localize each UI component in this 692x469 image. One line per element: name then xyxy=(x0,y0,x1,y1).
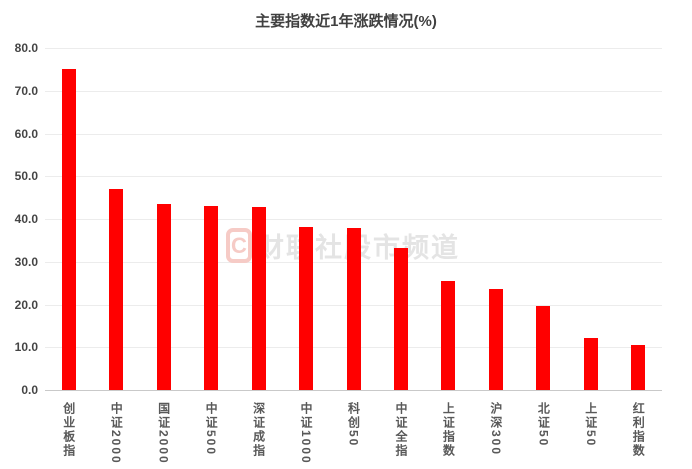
x-axis-tick-label: 深证成指 xyxy=(251,402,266,458)
x-axis-tick-label: 沪深300 xyxy=(488,402,503,457)
gridline xyxy=(45,176,662,178)
y-axis-tick-label: 40.0 xyxy=(14,212,38,226)
x-axis-tick-label: 中证500 xyxy=(204,402,219,457)
x-axis-tick-label: 北证50 xyxy=(536,402,551,448)
x-axis-tick-label: 中证2000 xyxy=(109,402,124,465)
bar xyxy=(109,189,124,390)
bar xyxy=(393,248,408,390)
x-axis-tick-label: 红利指数 xyxy=(631,402,646,458)
bar xyxy=(61,69,76,390)
gridline xyxy=(45,219,662,220)
x-axis-tick-label: 上证50 xyxy=(583,402,598,448)
bar xyxy=(204,206,219,390)
bar xyxy=(441,281,456,390)
x-axis-tick-label: 中证全指 xyxy=(393,402,408,458)
y-axis-tick-label: 80.0 xyxy=(14,41,38,55)
y-axis-tick-label: 20.0 xyxy=(14,297,38,312)
gridline xyxy=(45,133,662,135)
bar xyxy=(631,344,646,390)
x-axis-tick-label: 中证1000 xyxy=(299,402,314,465)
watermark-logo-icon: C xyxy=(226,228,252,263)
gridline xyxy=(45,90,662,92)
chart-title: 主要指数近1年涨跌情况(%) xyxy=(255,13,437,30)
y-axis-tick-label: 0.0 xyxy=(21,383,38,397)
x-axis-tick-label: 创业板指 xyxy=(61,402,76,458)
bar xyxy=(251,207,266,390)
bar xyxy=(488,289,503,390)
y-axis-tick-label: 30.0 xyxy=(14,254,38,269)
x-axis-tick-label: 国证2000 xyxy=(156,402,171,465)
gridline xyxy=(45,48,662,49)
x-axis-line xyxy=(45,390,662,391)
bar xyxy=(346,228,361,390)
plot-area: C 财联社股市频道 xyxy=(45,48,662,391)
y-axis-tick-label: 60.0 xyxy=(14,126,38,141)
y-axis-tick-label: 10.0 xyxy=(14,340,38,355)
bar xyxy=(583,337,598,390)
bar xyxy=(156,204,171,390)
x-axis-tick-label: 上证指数 xyxy=(441,402,456,458)
x-axis-tick-label: 科创50 xyxy=(346,402,361,448)
y-axis-tick-label: 70.0 xyxy=(14,83,38,98)
bar xyxy=(299,226,314,390)
bar xyxy=(536,306,551,390)
y-axis-tick-label: 50.0 xyxy=(14,169,38,184)
